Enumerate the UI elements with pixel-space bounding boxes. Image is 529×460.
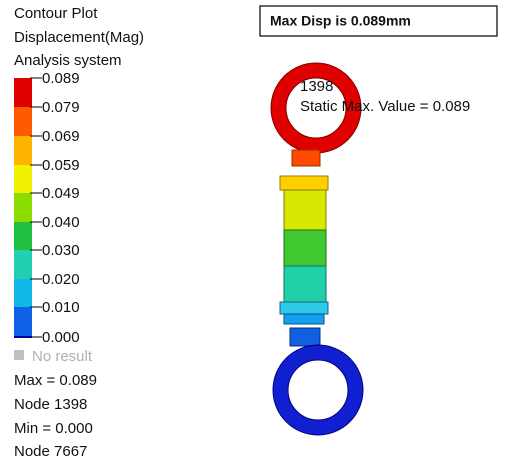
result-view: Contour Plot Displacement(Mag) Analysis … xyxy=(0,0,529,460)
stat-line: Max = 0.089 xyxy=(14,372,97,389)
legend-label: 0.010 xyxy=(42,299,80,316)
note-text: Max Disp is 0.089mm xyxy=(270,13,411,29)
legend-label: 0.020 xyxy=(42,271,80,288)
no-result-swatch xyxy=(14,350,24,360)
legend-label: 0.089 xyxy=(42,70,80,87)
legend-title: Contour Plot xyxy=(14,5,98,22)
legend-label: 0.040 xyxy=(42,214,80,231)
stat-line: Node 1398 xyxy=(14,396,87,413)
legend-title: Displacement(Mag) xyxy=(14,29,144,46)
no-result-label: No result xyxy=(32,348,93,365)
color-bar xyxy=(14,78,32,338)
probe-node: 1398 xyxy=(300,78,333,95)
legend-label: 0.030 xyxy=(42,242,80,259)
stat-line: Node 7667 xyxy=(14,443,87,460)
legend-title: Analysis system xyxy=(14,52,122,69)
model xyxy=(271,63,363,435)
legend-label: 0.069 xyxy=(42,128,80,145)
legend-label: 0.059 xyxy=(42,157,80,174)
legend-label: 0.000 xyxy=(42,329,80,346)
legend-label: 0.079 xyxy=(42,99,80,116)
stat-line: Min = 0.000 xyxy=(14,420,93,437)
probe-label: Static Max. Value = 0.089 xyxy=(300,98,470,115)
legend-label: 0.049 xyxy=(42,185,80,202)
